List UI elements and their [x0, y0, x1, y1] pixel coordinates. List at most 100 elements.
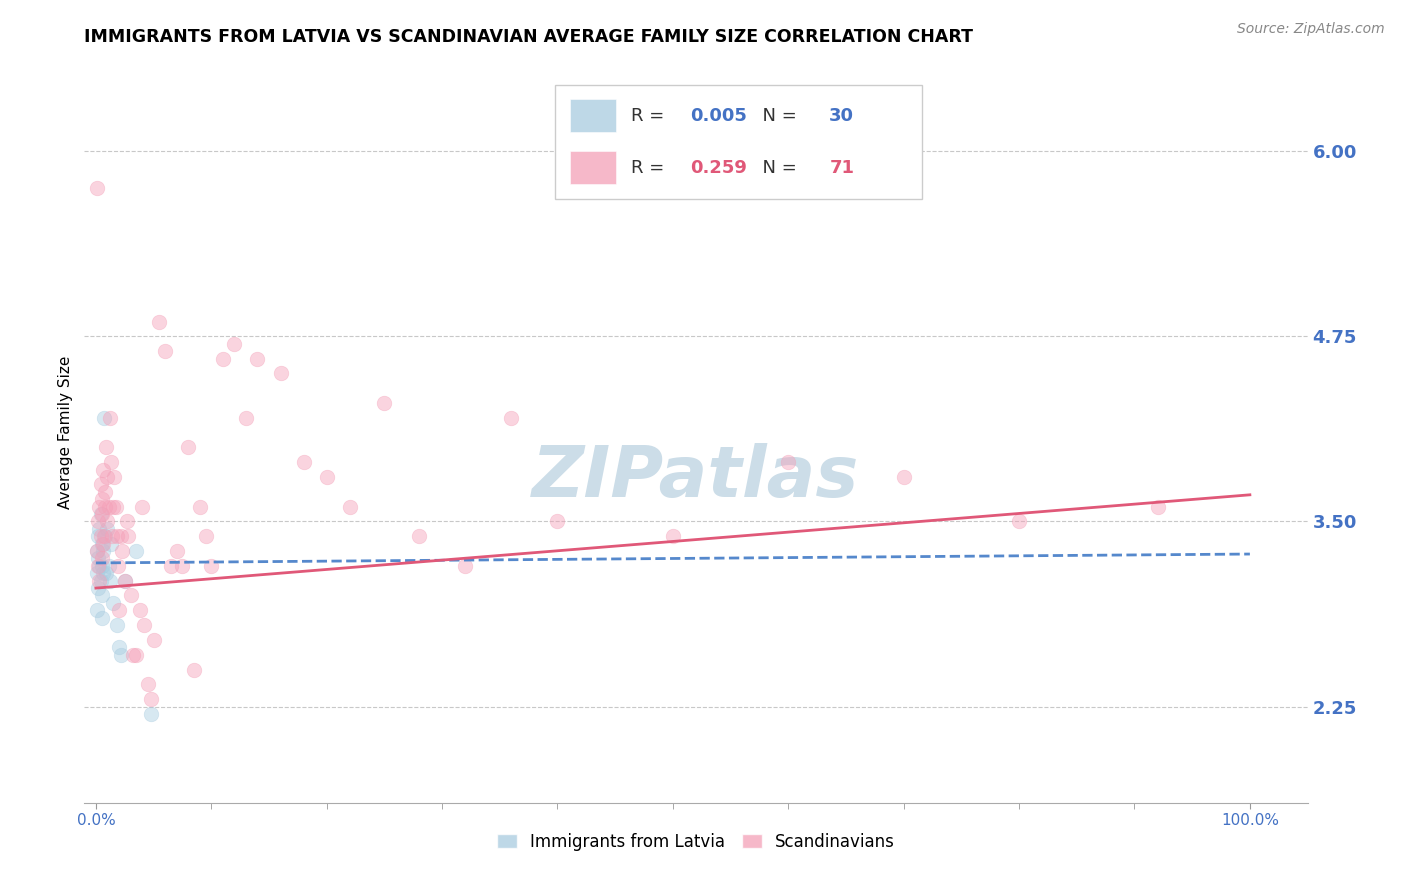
- Point: [141, 692, 163, 706]
- Point: [114, 574, 136, 588]
- Point: [117, 529, 139, 543]
- Point: [103, 596, 125, 610]
- Point: [89, 574, 111, 588]
- Point: [87, 515, 110, 529]
- Point: [110, 529, 132, 543]
- Point: [100, 536, 122, 550]
- Point: [98, 574, 121, 588]
- Point: [183, 663, 205, 677]
- Point: [103, 500, 125, 514]
- Point: [90, 492, 112, 507]
- Point: [87, 581, 110, 595]
- Point: [94, 500, 117, 514]
- Point: [87, 529, 110, 543]
- Point: [89, 507, 111, 521]
- Text: N =: N =: [751, 159, 803, 177]
- Point: [101, 529, 124, 543]
- Point: [270, 367, 292, 381]
- Point: [96, 566, 118, 581]
- Point: [90, 589, 112, 603]
- Point: [90, 551, 112, 566]
- Point: [115, 515, 138, 529]
- Point: [97, 558, 120, 573]
- Point: [96, 515, 118, 529]
- Point: [105, 529, 128, 543]
- Point: [97, 500, 120, 514]
- Point: [96, 470, 118, 484]
- Point: [125, 544, 148, 558]
- Point: [292, 455, 315, 469]
- Point: [89, 558, 111, 573]
- Point: [128, 603, 150, 617]
- Point: [120, 589, 142, 603]
- Point: [373, 396, 395, 410]
- Point: [339, 500, 361, 514]
- Point: [105, 618, 128, 632]
- Point: [91, 462, 114, 476]
- Point: [134, 618, 156, 632]
- Point: [90, 507, 112, 521]
- Point: [91, 566, 114, 581]
- Point: [93, 529, 115, 543]
- Point: [86, 544, 108, 558]
- Point: [96, 522, 118, 536]
- Point: [246, 351, 269, 366]
- Point: [90, 610, 112, 624]
- Point: [454, 558, 477, 573]
- Point: [893, 470, 915, 484]
- Point: [153, 344, 176, 359]
- Point: [114, 574, 136, 588]
- Point: [501, 410, 523, 425]
- Point: [96, 441, 118, 455]
- Point: [111, 544, 134, 558]
- Point: [87, 551, 110, 566]
- Text: R =: R =: [631, 159, 671, 177]
- Point: [125, 648, 148, 662]
- FancyBboxPatch shape: [569, 99, 616, 132]
- Point: [778, 455, 800, 469]
- Point: [103, 470, 125, 484]
- Text: 71: 71: [830, 159, 855, 177]
- Point: [148, 315, 170, 329]
- Text: ZIPatlas: ZIPatlas: [533, 442, 859, 511]
- Point: [547, 515, 569, 529]
- Point: [93, 410, 115, 425]
- Point: [86, 544, 108, 558]
- Point: [94, 484, 117, 499]
- Point: [200, 558, 222, 573]
- Point: [90, 536, 112, 550]
- Point: [89, 574, 111, 588]
- Point: [91, 536, 114, 550]
- Text: R =: R =: [631, 107, 671, 125]
- Point: [131, 500, 153, 514]
- Point: [86, 566, 108, 581]
- Point: [235, 410, 257, 425]
- Point: [104, 500, 127, 514]
- Point: [87, 558, 110, 573]
- Point: [194, 529, 217, 543]
- Point: [211, 351, 233, 366]
- Point: [89, 522, 111, 536]
- Point: [1008, 515, 1031, 529]
- Point: [86, 181, 108, 195]
- Point: [160, 558, 183, 573]
- Point: [110, 648, 132, 662]
- Point: [224, 336, 246, 351]
- Point: [188, 500, 211, 514]
- Text: IMMIGRANTS FROM LATVIA VS SCANDINAVIAN AVERAGE FAMILY SIZE CORRELATION CHART: IMMIGRANTS FROM LATVIA VS SCANDINAVIAN A…: [84, 28, 973, 45]
- Text: 0.005: 0.005: [690, 107, 747, 125]
- Point: [94, 529, 117, 543]
- Point: [91, 544, 114, 558]
- FancyBboxPatch shape: [555, 85, 922, 200]
- Point: [1146, 500, 1168, 514]
- Y-axis label: Average Family Size: Average Family Size: [58, 356, 73, 509]
- Point: [141, 706, 163, 721]
- Point: [100, 455, 122, 469]
- Text: N =: N =: [751, 107, 803, 125]
- Legend: Immigrants from Latvia, Scandinavians: Immigrants from Latvia, Scandinavians: [491, 826, 901, 857]
- Text: 30: 30: [830, 107, 855, 125]
- Point: [662, 529, 685, 543]
- Point: [142, 632, 165, 647]
- Text: 0.259: 0.259: [690, 159, 747, 177]
- Text: Source: ZipAtlas.com: Source: ZipAtlas.com: [1237, 22, 1385, 37]
